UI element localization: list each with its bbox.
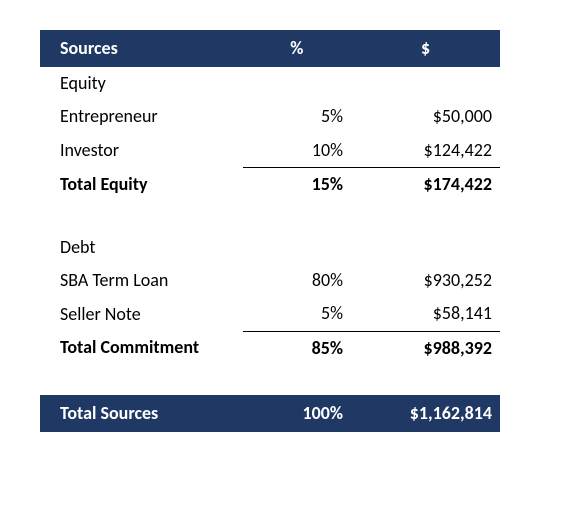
row-amt: $50,000 — [351, 100, 500, 133]
sources-table: Sources % $ Equity Entrepreneur 5% $50,0… — [40, 30, 500, 432]
header-amt: $ — [351, 30, 500, 67]
equity-total-pct: 15% — [243, 167, 352, 201]
table-row: Entrepreneur 5% $50,000 — [40, 100, 500, 133]
table-row: Seller Note 5% $58,141 — [40, 297, 500, 331]
row-pct: 80% — [243, 264, 352, 297]
table-row: Investor 10% $124,422 — [40, 134, 500, 168]
header-row: Sources % $ — [40, 30, 500, 67]
row-amt: $124,422 — [351, 134, 500, 168]
debt-total-pct: 85% — [243, 331, 352, 365]
header-pct: % — [243, 30, 352, 67]
spacer-row — [40, 201, 500, 231]
equity-total-row: Total Equity 15% $174,422 — [40, 167, 500, 201]
spacer-row — [40, 365, 500, 395]
row-amt: $930,252 — [351, 264, 500, 297]
row-label: Entrepreneur — [40, 100, 243, 133]
debt-total-row: Total Commitment 85% $988,392 — [40, 331, 500, 365]
grand-total-label: Total Sources — [40, 395, 243, 432]
debt-total-amt: $988,392 — [351, 331, 500, 365]
debt-heading: Debt — [40, 231, 243, 264]
row-pct: 5% — [243, 297, 352, 331]
grand-total-pct: 100% — [243, 395, 352, 432]
equity-heading: Equity — [40, 67, 243, 100]
row-label: Seller Note — [40, 297, 243, 331]
debt-total-label: Total Commitment — [40, 331, 243, 365]
equity-heading-row: Equity — [40, 67, 500, 100]
equity-total-label: Total Equity — [40, 167, 243, 201]
grand-total-row: Total Sources 100% $1,162,814 — [40, 395, 500, 432]
grand-total-amt: $1,162,814 — [351, 395, 500, 432]
row-label: SBA Term Loan — [40, 264, 243, 297]
row-pct: 10% — [243, 134, 352, 168]
debt-heading-row: Debt — [40, 231, 500, 264]
row-label: Investor — [40, 134, 243, 168]
header-sources: Sources — [40, 30, 243, 67]
row-amt: $58,141 — [351, 297, 500, 331]
equity-total-amt: $174,422 — [351, 167, 500, 201]
row-pct: 5% — [243, 100, 352, 133]
table-row: SBA Term Loan 80% $930,252 — [40, 264, 500, 297]
